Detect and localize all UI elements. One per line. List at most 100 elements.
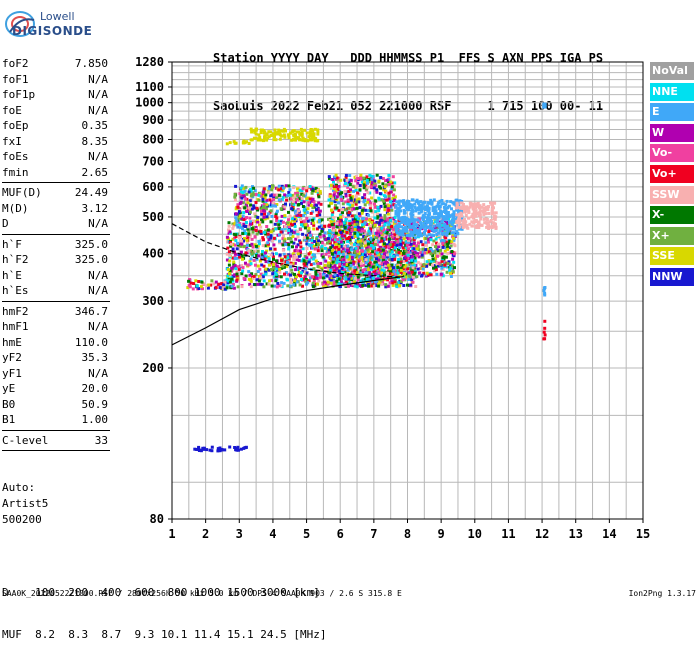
echo-point [337, 180, 341, 184]
echo-point [295, 130, 299, 134]
echo-point [370, 225, 374, 229]
echo-point [311, 129, 315, 133]
echo-point [299, 245, 303, 249]
echo-point [386, 245, 390, 249]
echo-point [356, 278, 360, 282]
echo-point [302, 236, 306, 240]
echo-point [290, 201, 294, 205]
echo-point [244, 197, 248, 201]
echo-point [354, 188, 358, 192]
echo-point [289, 261, 293, 265]
echo-point [269, 278, 273, 282]
echo-point [258, 135, 262, 139]
echo-point [269, 236, 273, 240]
echo-point [312, 262, 316, 266]
echo-point [431, 263, 434, 267]
echo-point [437, 207, 441, 211]
echo-point [345, 259, 349, 263]
echo-point [406, 253, 410, 257]
echo-point [377, 209, 381, 213]
echo-point [299, 221, 303, 225]
y-tick-label: 200 [142, 361, 164, 375]
echo-point [366, 209, 370, 213]
echo-point [339, 198, 343, 201]
echo-point [383, 235, 387, 239]
echo-point [361, 220, 365, 224]
echo-point [251, 185, 254, 189]
echo-point [443, 222, 447, 226]
echo-point [250, 138, 254, 142]
echo-point [299, 274, 302, 278]
echo-point [245, 192, 249, 196]
echo-point [375, 233, 379, 237]
echo-point [264, 201, 268, 205]
echo-point [257, 240, 261, 244]
echo-point [235, 247, 239, 251]
echo-point [378, 258, 382, 262]
echo-point [358, 188, 362, 192]
echo-point [410, 264, 413, 268]
echo-point [197, 287, 201, 290]
logo-name-text: DIGISONDE [12, 24, 93, 38]
echo-point [281, 195, 285, 199]
echo-point [371, 175, 375, 178]
echo-point [394, 209, 398, 213]
echo-point [290, 216, 294, 220]
echo-point [412, 238, 416, 242]
echo-point [386, 253, 389, 257]
echo-point [286, 272, 290, 276]
echo-point [305, 271, 309, 275]
echo-point [393, 280, 397, 284]
echo-point [255, 127, 259, 131]
echo-point [312, 257, 315, 261]
echo-point [267, 130, 271, 134]
echo-point [241, 191, 245, 195]
echo-point [312, 227, 316, 231]
echo-point [435, 233, 439, 236]
echo-point [325, 274, 329, 278]
echo-point [477, 220, 481, 224]
echo-point [379, 247, 383, 251]
echo-point [249, 194, 253, 198]
echo-point [422, 263, 426, 267]
echo-point [397, 257, 401, 261]
echo-point [420, 224, 424, 228]
echo-point [293, 209, 297, 213]
echo-point [478, 206, 481, 210]
echo-point [445, 199, 449, 203]
param-separator [2, 300, 110, 302]
echo-point [407, 240, 410, 244]
echo-point [463, 224, 467, 228]
echo-point [311, 253, 315, 257]
echo-point [228, 141, 232, 145]
echo-point [240, 285, 244, 289]
echo-point [267, 263, 271, 267]
echo-point [247, 270, 251, 274]
echo-point [446, 247, 450, 251]
echo-point [426, 217, 430, 221]
echo-point [485, 218, 489, 221]
echo-point [449, 200, 453, 204]
echo-point [363, 241, 367, 245]
echo-point [427, 240, 430, 244]
echo-point [340, 236, 344, 240]
echo-point [242, 186, 246, 190]
param-name: fmin [2, 165, 29, 179]
echo-point [259, 276, 263, 280]
echo-point [371, 210, 375, 214]
echo-point [262, 207, 266, 211]
echo-point [426, 201, 430, 205]
echo-point [252, 206, 256, 210]
echo-point [371, 241, 375, 245]
echo-point [259, 131, 263, 135]
echo-point [260, 253, 264, 257]
echo-point [442, 243, 446, 247]
echo-point [432, 266, 435, 270]
echo-point [352, 254, 356, 257]
echo-point [362, 200, 366, 204]
echo-point [494, 215, 498, 219]
echo-point [543, 105, 547, 109]
echo-point [226, 281, 230, 285]
echo-point [254, 244, 258, 248]
echo-point [337, 217, 340, 221]
